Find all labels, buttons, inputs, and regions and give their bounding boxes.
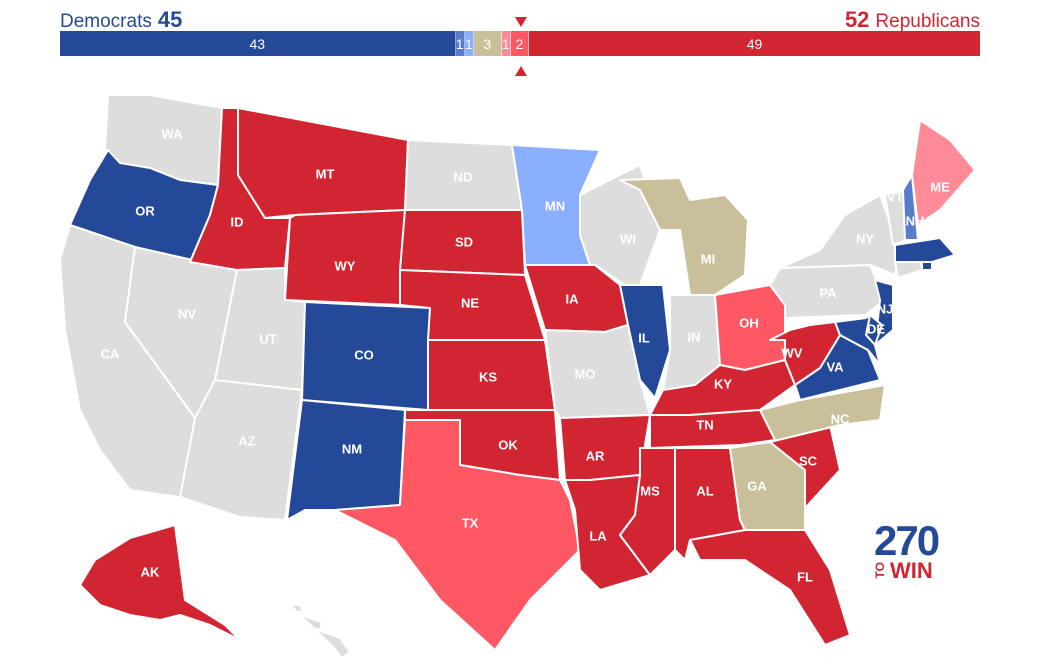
state-me[interactable] (911, 119, 976, 226)
democrats-label: Democrats 45 (60, 7, 182, 33)
bar-segment: 2 (510, 31, 530, 56)
state-pa[interactable] (769, 264, 886, 319)
bar-segment: 49 (529, 31, 980, 56)
state-nd[interactable] (404, 139, 523, 211)
republicans-seat-count: 52 (844, 7, 870, 32)
state-ks[interactable] (427, 339, 556, 411)
republicans-label: 52 Republicans (845, 7, 980, 33)
logo-number: 270 (874, 517, 940, 564)
seat-balance-bar: 43 1 1 3 1 2 49 (60, 31, 980, 56)
state-nh[interactable] (902, 174, 919, 241)
state-ny[interactable] (779, 194, 901, 276)
bar-segment: 1 (501, 31, 511, 56)
bar-segment: 1 (464, 31, 474, 56)
state-fl[interactable] (689, 529, 851, 646)
logo-to-text: TO (873, 562, 887, 579)
state-ak[interactable] (79, 524, 241, 641)
logo-win-text: WIN (890, 558, 933, 583)
majority-marker-down-icon (515, 17, 527, 27)
republicans-party-name: Republicans (875, 11, 980, 32)
state-oh[interactable] (714, 284, 786, 371)
270towin-logo: 270 TO WIN (873, 517, 944, 582)
state-sd[interactable] (399, 209, 526, 276)
democrats-seat-count: 45 (157, 7, 183, 32)
democrats-party-name: Democrats (60, 11, 152, 32)
state-tx[interactable] (334, 419, 581, 651)
bar-segment: 1 (455, 31, 465, 56)
state-az[interactable] (179, 379, 303, 521)
header: Democrats 45 52 Republicans (60, 4, 980, 76)
state-nm[interactable] (286, 399, 406, 521)
majority-marker-up-icon (515, 66, 527, 76)
state-hi[interactable] (289, 604, 351, 659)
state-mi[interactable] (619, 177, 749, 296)
bar-segment: 43 (60, 31, 456, 56)
state-co[interactable] (301, 301, 431, 411)
state-il[interactable] (619, 284, 671, 399)
state-ma[interactable] (894, 237, 956, 263)
bar-segment: 3 (473, 31, 502, 56)
state-wv[interactable] (769, 321, 841, 386)
state-mo[interactable] (544, 324, 651, 419)
state-mt[interactable] (237, 107, 409, 219)
state-nc[interactable] (759, 384, 886, 443)
state-md[interactable] (834, 314, 881, 366)
state-wy[interactable] (284, 209, 406, 306)
state-ar[interactable] (559, 414, 651, 481)
